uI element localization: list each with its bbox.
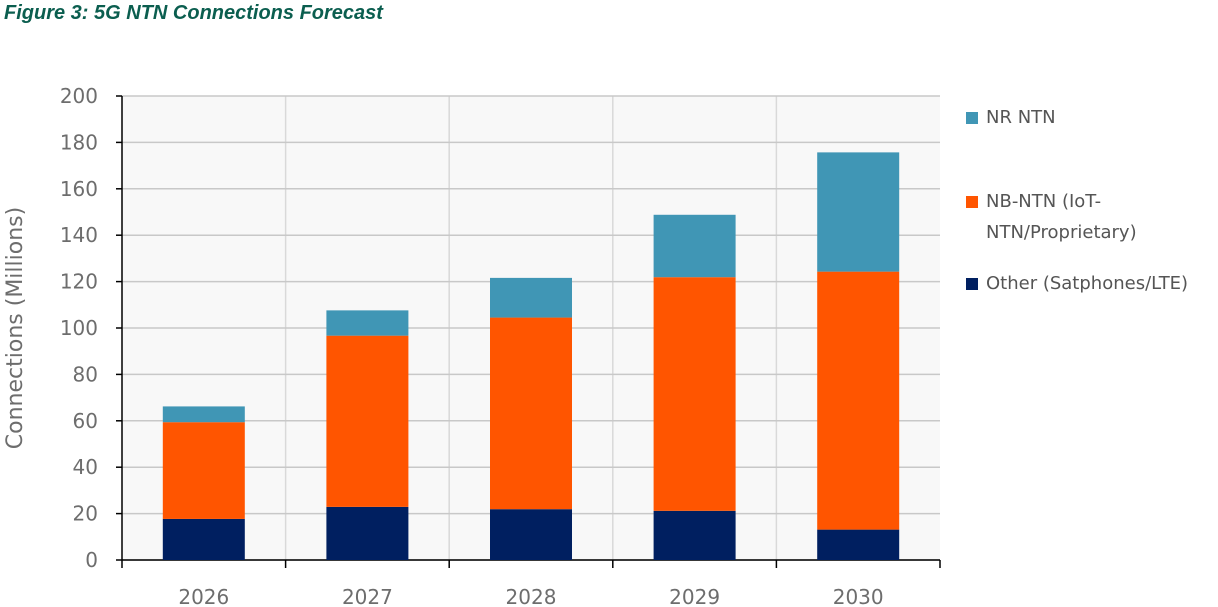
y-tick-label: 100 xyxy=(60,316,98,340)
chart-title: Figure 3: 5G NTN Connections Forecast xyxy=(4,2,383,24)
y-tick-label: 120 xyxy=(60,270,98,294)
bar-segment-2026-0 xyxy=(162,518,245,560)
x-tick-label: 2027 xyxy=(342,585,393,607)
bar-segment-2030-1 xyxy=(817,271,900,530)
y-tick-label: 80 xyxy=(73,362,98,386)
bar-segment-2028-1 xyxy=(490,317,572,510)
bar-segment-2027-1 xyxy=(326,335,409,507)
bar-segment-2027-0 xyxy=(326,506,409,560)
bar-segment-2026-1 xyxy=(162,422,245,519)
x-tick-label: 2028 xyxy=(506,585,557,607)
y-tick-label: 140 xyxy=(60,223,98,247)
legend-label: NR NTN xyxy=(986,107,1056,128)
legend-item: NB-NTN (IoT- NTN/Proprietary) xyxy=(966,186,1137,248)
bar-segment-2030-0 xyxy=(817,529,900,560)
x-tick-label: 2030 xyxy=(833,585,884,607)
legend-label: NTN/Proprietary) xyxy=(986,222,1137,243)
y-tick-label: 160 xyxy=(60,177,98,201)
legend-label: NB-NTN (IoT- xyxy=(986,191,1102,212)
x-tick-label: 2029 xyxy=(669,585,720,607)
bar-segment-2028-2 xyxy=(490,277,572,318)
bar-segment-2028-0 xyxy=(490,509,572,560)
bar-segment-2027-2 xyxy=(326,310,409,336)
x-tick-label: 2026 xyxy=(178,585,229,607)
legend-item: NR NTN xyxy=(966,102,1056,133)
y-tick-label: 0 xyxy=(85,548,98,572)
legend-label: Other (Satphones/LTE) xyxy=(986,273,1189,294)
bar-segment-2026-2 xyxy=(162,406,245,423)
y-tick-label: 40 xyxy=(73,455,98,479)
legend-swatch xyxy=(966,278,978,290)
y-tick-label: 200 xyxy=(60,84,98,108)
y-axis-label: Connections (Millions) xyxy=(3,207,28,449)
bar-segment-2030-2 xyxy=(817,152,900,272)
y-tick-label: 20 xyxy=(73,502,98,526)
legend-item: Other (Satphones/LTE) xyxy=(966,268,1188,299)
y-tick-label: 180 xyxy=(60,130,98,154)
legend-swatch xyxy=(966,196,978,208)
legend-swatch xyxy=(966,112,978,124)
y-tick-label: 60 xyxy=(73,409,98,433)
bar-segment-2029-1 xyxy=(653,277,736,511)
bar-segment-2029-2 xyxy=(653,214,736,278)
bar-segment-2029-0 xyxy=(653,510,736,560)
